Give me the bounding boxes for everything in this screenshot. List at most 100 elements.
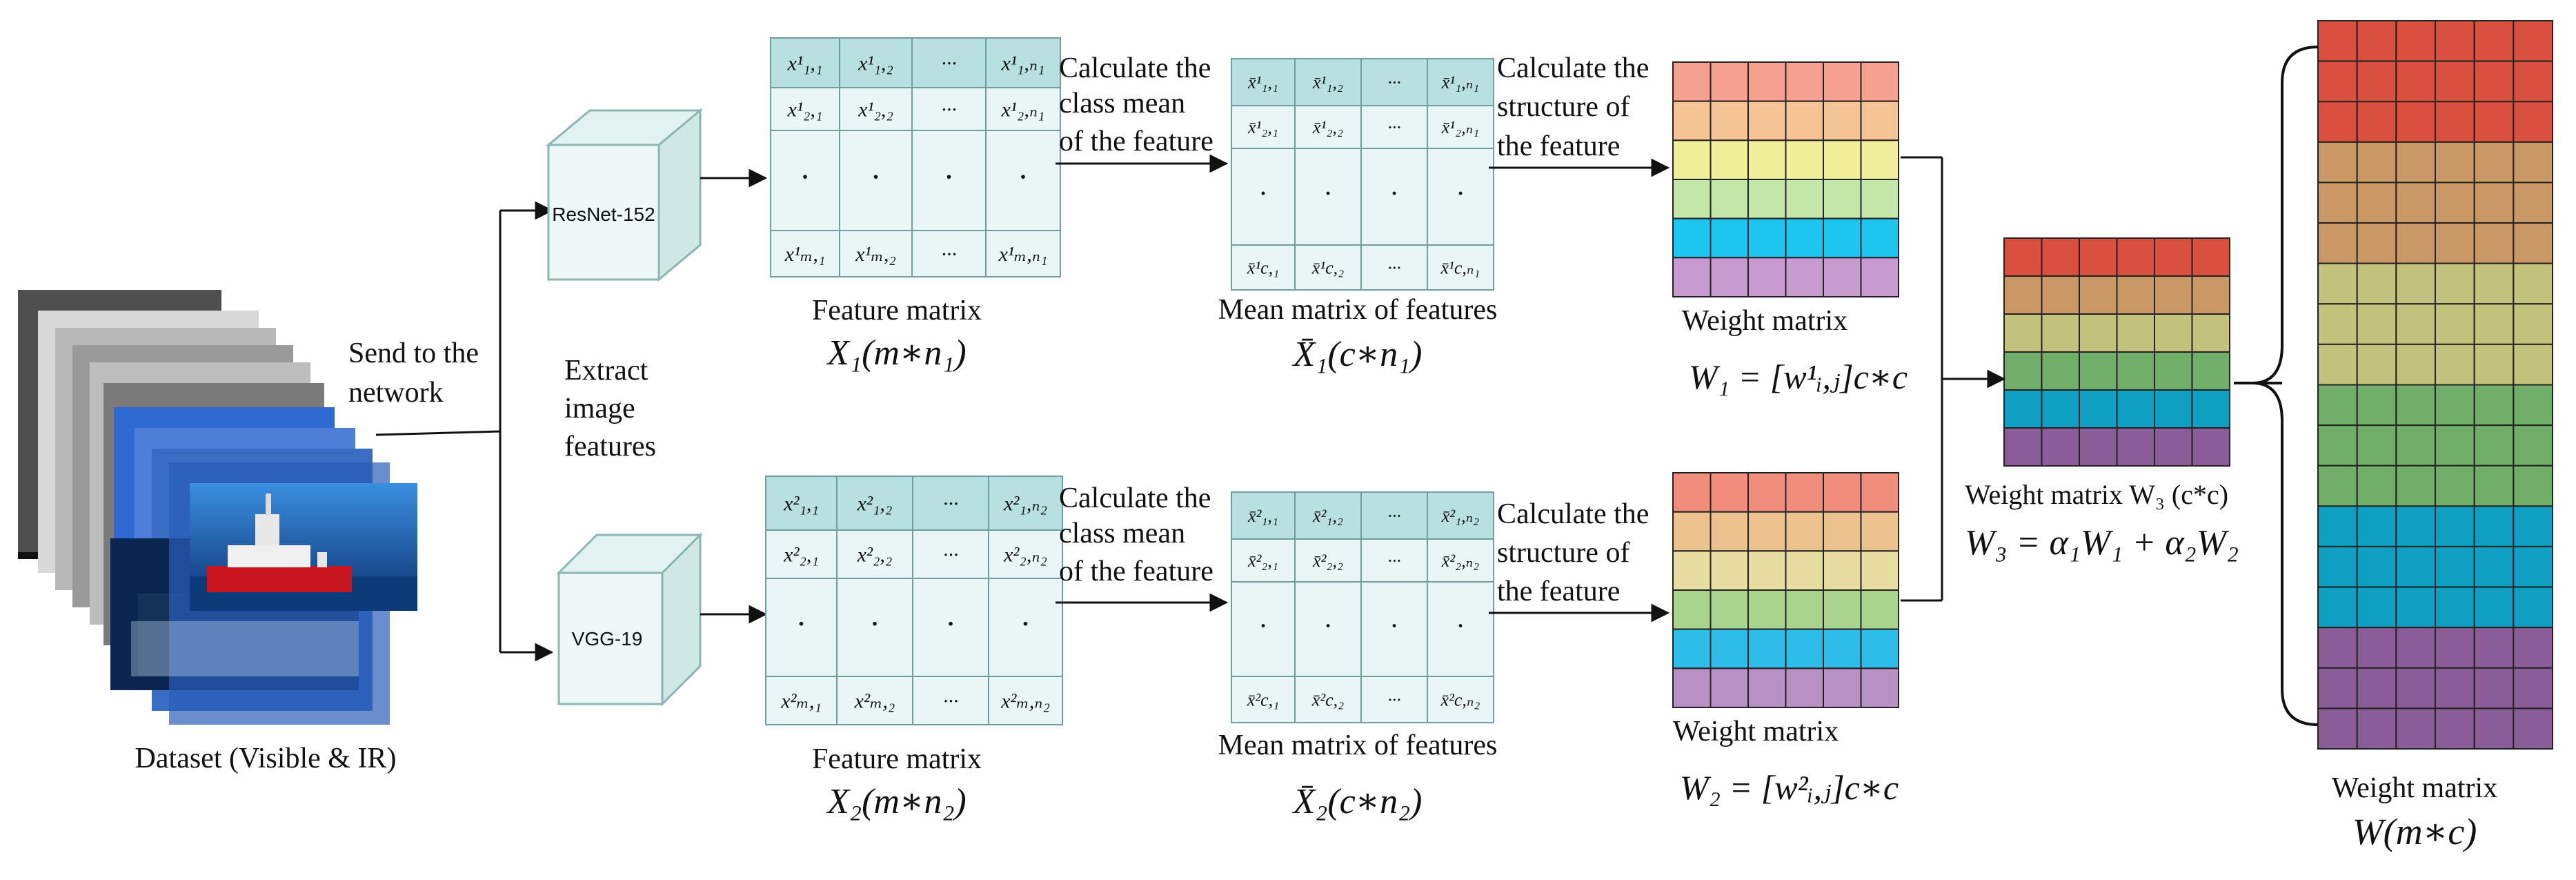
mm-top-cell-text: x̄¹₂,₁ (1247, 117, 1278, 137)
mm-bottom-cell-0-3: x̄²₁,ₙ₂ (1427, 491, 1494, 540)
calc-struct-top-line3: the feature (1497, 130, 1620, 162)
w-cell (2317, 545, 2358, 588)
weight-matrix-w1 (1672, 61, 1899, 298)
mm-bottom-cell-2-2: · (1360, 581, 1428, 677)
fm-bottom-cell-text: · (869, 606, 880, 643)
w-cell (2513, 343, 2553, 386)
fm-top-cell-1-1: x¹₂,₂ (839, 87, 913, 131)
fm-bottom-cell-1-2: ··· (912, 529, 989, 579)
fm-bottom-cell-1-3: x²₂,ₙ₂ (988, 529, 1063, 579)
vgg-cube (556, 532, 703, 707)
w-cell (2473, 182, 2515, 224)
w-cell (2395, 141, 2436, 184)
w-cell (2395, 505, 2436, 547)
w2-cell (1785, 472, 1824, 513)
fm-top-cell-text: x¹₂,ₙ₁ (1001, 99, 1045, 121)
w2-cell (1785, 550, 1824, 591)
fm-bottom-cell-2-1: · (836, 578, 913, 677)
w1-cell (1747, 217, 1787, 259)
w-cell (2395, 101, 2436, 143)
mm-top-cell-3-3: x̄¹c,ₙ₁ (1427, 244, 1494, 291)
w-cell (2473, 262, 2515, 305)
w1-cell (1710, 179, 1749, 219)
mm-bottom-cell-3-3: x̄²c,ₙ₂ (1427, 676, 1494, 723)
mm-top-cell-text: · (1389, 177, 1399, 209)
weight-matrix-w (2317, 20, 2553, 750)
w-cell (2513, 505, 2553, 547)
calc-struct-top-line2: structure of (1497, 91, 1629, 123)
w-cell (2435, 627, 2475, 669)
mm-bottom-cell-3-0: x̄²c,₁ (1231, 676, 1296, 723)
w-cell (2356, 343, 2397, 386)
w-cell (2317, 303, 2358, 345)
mm-top-cell-text: x̄¹₁,₂ (1312, 72, 1343, 92)
mean-matrix-top: x̄¹₁,₁ x̄¹₁,₂ ··· x̄¹₁,ₙ₁x̄¹₂,₁ x̄¹₂,₂ ··· x̄¹… (1231, 58, 1494, 291)
mm-top-cell-1-3: x̄¹₂,ₙ₁ (1427, 105, 1494, 149)
w2-cell (1710, 550, 1749, 591)
w1-cell (1747, 179, 1787, 219)
w-cell (2395, 384, 2436, 427)
w1-cell (1823, 61, 1862, 102)
w1-cell (1785, 179, 1824, 219)
feature-matrix-label-bottom: Feature matrix (812, 743, 982, 775)
w-cell (2356, 222, 2397, 264)
dataset-label: Dataset (Visible & IR) (135, 743, 397, 774)
w1-cell (1785, 139, 1824, 180)
w-cell (2435, 101, 2475, 143)
w-cell (2473, 424, 2515, 467)
w-cell (2317, 586, 2358, 629)
fm-top-cell-text: x¹ₘ,ₙ₁ (998, 243, 1048, 266)
w-cell (2395, 182, 2436, 224)
mm-bottom-cell-text: x̄²₂,ₙ₂ (1441, 551, 1479, 571)
w-cell (2435, 667, 2475, 710)
mm-bottom-cell-1-0: x̄²₂,₁ (1231, 538, 1296, 583)
w3-cell (2191, 237, 2230, 277)
w3-cell (2041, 237, 2080, 277)
fm-bottom-cell-3-3: x²ₘ,ₙ₂ (988, 676, 1063, 725)
fm-top-cell-text: x¹₂,₁ (787, 99, 823, 121)
w1-formula: W₁ = [w¹ᵢ,ⱼ]c∗c (1689, 358, 1908, 396)
w-cell (2317, 182, 2358, 224)
fm-bottom-cell-text: x²₂,₂ (857, 544, 893, 567)
w3-cell (2041, 389, 2080, 429)
w1-cell (1823, 257, 1862, 298)
w3-cell (2116, 427, 2155, 467)
fm-bottom-cell-text: · (945, 606, 956, 643)
mm-bottom-cell-0-1: x̄²₁,₂ (1294, 491, 1362, 540)
mean-matrix-bottom: x̄²₁,₁ x̄²₁,₂ ··· x̄²₁,ₙ₂x̄²₂,₁ x̄²₂,₂ ··· x̄²… (1231, 491, 1494, 723)
mm-top-cell-text: · (1258, 177, 1268, 209)
mm-top-cell-0-2: ··· (1360, 58, 1428, 106)
w-cell (2513, 182, 2553, 224)
w-cell (2395, 20, 2436, 62)
fm-bottom-cell-0-2: ··· (912, 476, 989, 531)
w2-cell (1710, 472, 1749, 513)
fm-top-cell-text: · (871, 159, 882, 195)
w2-cell (1823, 550, 1862, 591)
w1-cell (1860, 257, 1899, 298)
mm-bottom-cell-text: · (1323, 610, 1333, 642)
w-cell (2513, 60, 2553, 103)
fm-bottom-cell-text: ··· (943, 690, 959, 713)
w-cell (2473, 222, 2515, 264)
w3-cell (2003, 275, 2043, 315)
w-cell (2317, 222, 2358, 264)
weight-matrix-w3 (2003, 237, 2230, 467)
fm-bottom-cell-text: x²ₘ,₂ (854, 690, 895, 713)
fm-bottom-cell-0-0: x²₁,₁ (765, 476, 838, 531)
fm-top-cell-text: x¹ₘ,₂ (855, 243, 896, 266)
w-cell (2473, 101, 2515, 143)
w2-cell (1823, 511, 1862, 552)
w-cell (2317, 60, 2358, 103)
w-cell (2513, 384, 2553, 427)
mm-bottom-cell-2-0: · (1231, 581, 1296, 677)
w-cell (2473, 465, 2515, 507)
w2-cell (1860, 628, 1899, 669)
w1-label: Weight matrix (1682, 305, 1847, 337)
w-cell (2317, 465, 2358, 507)
fm-bottom-cell-text: ··· (943, 493, 959, 516)
w3-cell (2079, 237, 2118, 277)
w1-cell (1823, 217, 1862, 259)
w-cell (2317, 627, 2358, 669)
feature-matrix-label-top: Feature matrix (812, 295, 982, 326)
